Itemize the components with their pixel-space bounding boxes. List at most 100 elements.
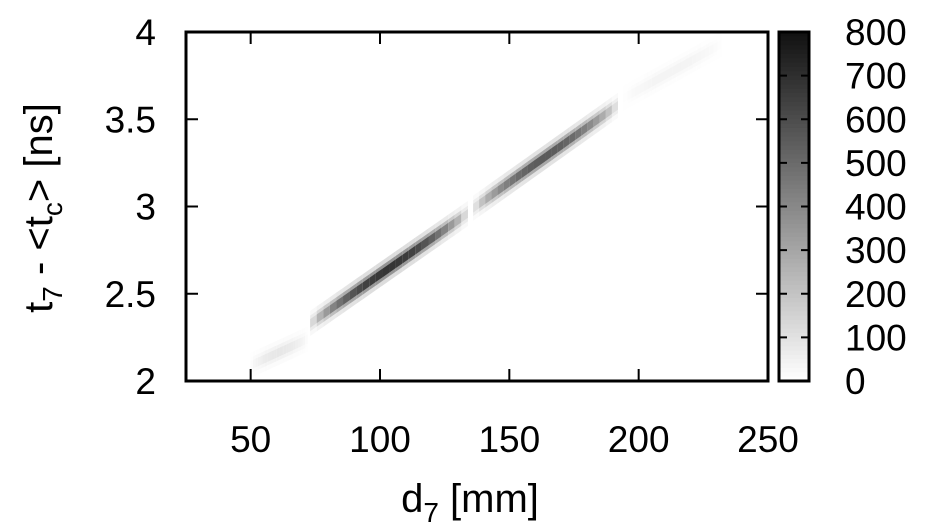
heatmap-cell (283, 344, 287, 355)
colorbar-swatch (779, 154, 809, 160)
colorbar-swatch (779, 346, 809, 352)
heatmap-cell (269, 351, 273, 361)
heatmap-cell (647, 78, 652, 90)
colorbar-swatch (779, 271, 809, 277)
y-tick-label: 2 (135, 361, 156, 402)
colorbar-swatch (779, 202, 809, 208)
heatmap-cell (545, 148, 552, 162)
colorbar-swatch (779, 71, 809, 77)
colorbar-swatch (779, 123, 809, 129)
colorbar-swatch (779, 40, 809, 46)
heatmap-cell (375, 268, 383, 282)
y-tick-label: 2.5 (105, 274, 156, 315)
heatmap-cell (635, 84, 640, 96)
heatmap-cell (509, 173, 516, 187)
heatmap-cell (288, 342, 291, 353)
heatmap-cell (491, 186, 498, 200)
colorbar-swatch (779, 136, 809, 142)
heatmap-cell (272, 350, 275, 360)
colorbar-swatch (779, 315, 809, 321)
colorbar-swatch (779, 333, 809, 338)
colorbar-swatch (779, 62, 809, 68)
colorbar-swatch (779, 110, 809, 116)
heatmap-cell (264, 353, 268, 364)
colorbar-swatch (779, 254, 809, 260)
heatmap-cell (515, 169, 522, 183)
heatmap-cell (349, 287, 357, 301)
heatmap-cell (497, 182, 504, 196)
y-axis: 2 2.5 3 3.5 4 (105, 12, 768, 402)
heatmap-cell (257, 356, 261, 367)
heatmap-cell (521, 165, 528, 179)
heatmap-cell (627, 89, 632, 101)
heatmap-cell (631, 87, 636, 99)
colorbar-swatch (779, 180, 809, 186)
colorbar-swatch (779, 184, 809, 190)
heatmap-cell (696, 51, 701, 63)
colorbar-tick-label: 600 (845, 99, 907, 140)
colorbar-swatch (779, 289, 809, 295)
colorbar-swatch (779, 223, 809, 229)
y-label-t-sub: 7 (37, 286, 68, 302)
colorbar-swatch (779, 145, 809, 151)
heatmap-cell (575, 126, 582, 140)
heatmap-cell (253, 358, 256, 369)
colorbar-tick-label: 700 (845, 56, 907, 97)
colorbar-swatch (779, 127, 809, 133)
y-label-t: t (17, 302, 61, 313)
colorbar-swatch (779, 171, 809, 177)
heatmap-cell (421, 236, 429, 250)
colorbar-swatch (779, 32, 809, 37)
colorbar-tick-label: 500 (845, 143, 907, 184)
colorbar-swatch (779, 306, 809, 312)
colorbar-swatch (779, 298, 809, 304)
heatmap-cell (643, 80, 648, 92)
heatmap-cell (428, 232, 436, 246)
colorbar-swatch (779, 337, 809, 343)
heatmap-cell (461, 209, 468, 223)
colorbar-tick-label: 800 (845, 12, 907, 53)
x-axis: 50 100 150 200 250 (230, 32, 799, 460)
colorbar-swatch (779, 84, 809, 90)
heatmap-cell (563, 135, 570, 149)
heatmap-cell (343, 291, 350, 305)
colorbar-swatch (779, 280, 809, 286)
heatmap-cell (336, 296, 344, 310)
heatmap-cell (700, 48, 706, 60)
colorbar-swatch (779, 219, 809, 225)
heatmap-cell (581, 122, 588, 136)
heatmap-cell (395, 254, 403, 269)
heatmap-cell (569, 130, 576, 144)
heatmap-cell (527, 161, 534, 174)
colorbar-swatch (779, 250, 809, 256)
colorbar-swatch (779, 97, 809, 103)
colorbar-swatch (779, 53, 809, 59)
heatmap-cell (276, 347, 280, 358)
heatmap-cell (557, 139, 564, 153)
heatmap-layer (250, 32, 722, 378)
colorbar-swatch (779, 237, 809, 242)
colorbar-swatch (779, 88, 809, 94)
heatmap-cell (302, 335, 306, 346)
colorbar-swatch (779, 376, 809, 382)
heatmap-cell (454, 213, 462, 227)
heatmap-cell (389, 259, 396, 273)
colorbar-swatch (779, 328, 809, 334)
heatmap-cell (709, 44, 714, 56)
colorbar-swatch (779, 363, 809, 369)
x-tick-label: 200 (608, 419, 670, 460)
x-label-sub: 7 (423, 497, 439, 526)
heatmap-cell (290, 341, 294, 352)
heatmap-cell (435, 227, 442, 241)
heatmap-cell (587, 118, 594, 132)
colorbar-swatch (779, 228, 809, 234)
colorbar-swatch (779, 215, 809, 221)
colorbar-swatch (779, 93, 809, 99)
heatmap-cell (684, 57, 689, 69)
heatmap-cell (473, 199, 480, 213)
colorbar-swatch (779, 293, 809, 299)
colorbar-swatch (779, 36, 809, 42)
colorbar-swatch (779, 341, 809, 347)
heatmap-cell (408, 245, 416, 260)
heatmap-cell (274, 348, 277, 359)
